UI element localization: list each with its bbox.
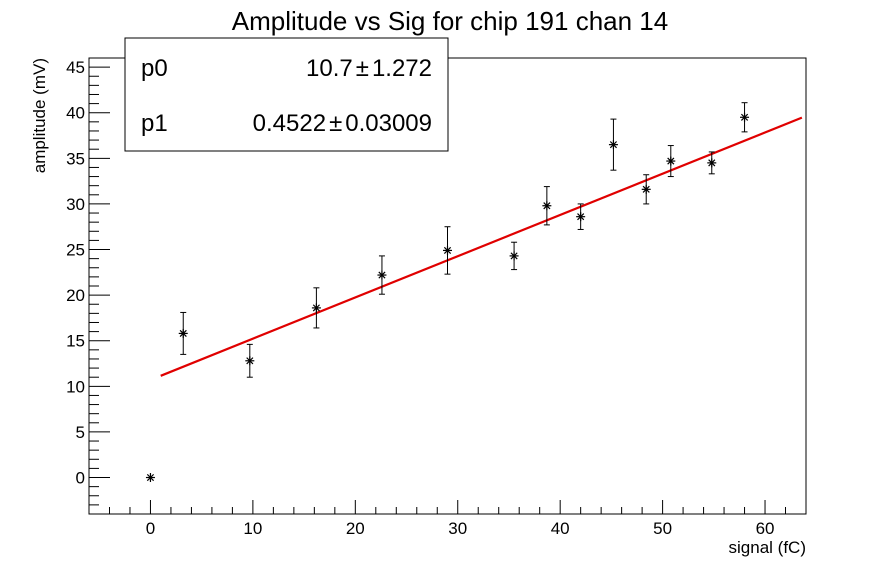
data-points xyxy=(145,102,750,483)
point-marker xyxy=(667,157,675,165)
x-tick-label: 10 xyxy=(243,519,262,538)
y-tick-label: 15 xyxy=(66,332,85,351)
data-point xyxy=(245,343,255,378)
fit-stats-box: p0 10.7 ±1.272 p1 0.4522 ±0.03009 xyxy=(124,37,449,152)
stats-box-frame xyxy=(124,37,449,152)
p0-value: 10.7 ±1.272 xyxy=(306,55,432,82)
data-point xyxy=(666,145,676,178)
y-tick-label: 40 xyxy=(66,104,85,123)
point-marker xyxy=(577,213,585,221)
point-marker xyxy=(312,304,320,312)
chart-title: Amplitude vs Sig for chip 191 chan 14 xyxy=(232,6,668,36)
fit-line xyxy=(160,116,803,377)
x-tick-label: 30 xyxy=(448,519,467,538)
data-point xyxy=(608,118,618,171)
y-tick-label: 10 xyxy=(66,377,85,396)
y-axis-label: amplitude (mV) xyxy=(30,58,49,173)
x-tick-label: 60 xyxy=(756,519,775,538)
fit-layer xyxy=(160,116,803,377)
data-point xyxy=(542,186,552,226)
point-marker xyxy=(378,271,386,279)
y-tick-label: 0 xyxy=(76,469,85,488)
point-marker xyxy=(179,329,187,337)
data-point xyxy=(377,255,387,295)
data-point xyxy=(707,151,717,175)
x-tick-label: 50 xyxy=(653,519,672,538)
y-tick-label: 5 xyxy=(76,423,85,442)
data-point xyxy=(576,203,586,230)
y-tick-label: 25 xyxy=(66,241,85,260)
p0-label: p0 xyxy=(141,55,168,82)
x-axis-label: signal (fC) xyxy=(729,538,806,557)
point-marker xyxy=(708,159,716,167)
point-marker xyxy=(642,185,650,193)
p1-value: 0.4522 ±0.03009 xyxy=(253,110,432,137)
data-point xyxy=(443,226,452,275)
point-marker xyxy=(443,246,452,255)
point-marker xyxy=(609,141,618,149)
y-tick-label: 20 xyxy=(66,286,85,305)
data-point xyxy=(178,311,188,355)
x-tick-label: 40 xyxy=(551,519,570,538)
y-tick-label: 30 xyxy=(66,195,85,214)
point-marker xyxy=(543,202,551,210)
data-point xyxy=(509,241,519,271)
axis-ticks: 0 10 20 30 40 50 60 0 5 10 15 20 25 30 35 40 45 xyxy=(66,57,807,538)
point-marker xyxy=(146,473,155,482)
data-point xyxy=(740,102,750,133)
y-tick-label: 45 xyxy=(66,58,85,77)
data-point xyxy=(311,287,321,329)
data-point xyxy=(641,174,651,205)
x-tick-label: 0 xyxy=(146,519,155,538)
point-marker xyxy=(246,357,254,365)
p1-label: p1 xyxy=(141,110,168,137)
y-tick-label: 35 xyxy=(66,149,85,168)
x-tick-label: 20 xyxy=(346,519,365,538)
point-marker xyxy=(510,252,518,260)
point-marker xyxy=(740,113,749,121)
data-point xyxy=(145,473,155,483)
